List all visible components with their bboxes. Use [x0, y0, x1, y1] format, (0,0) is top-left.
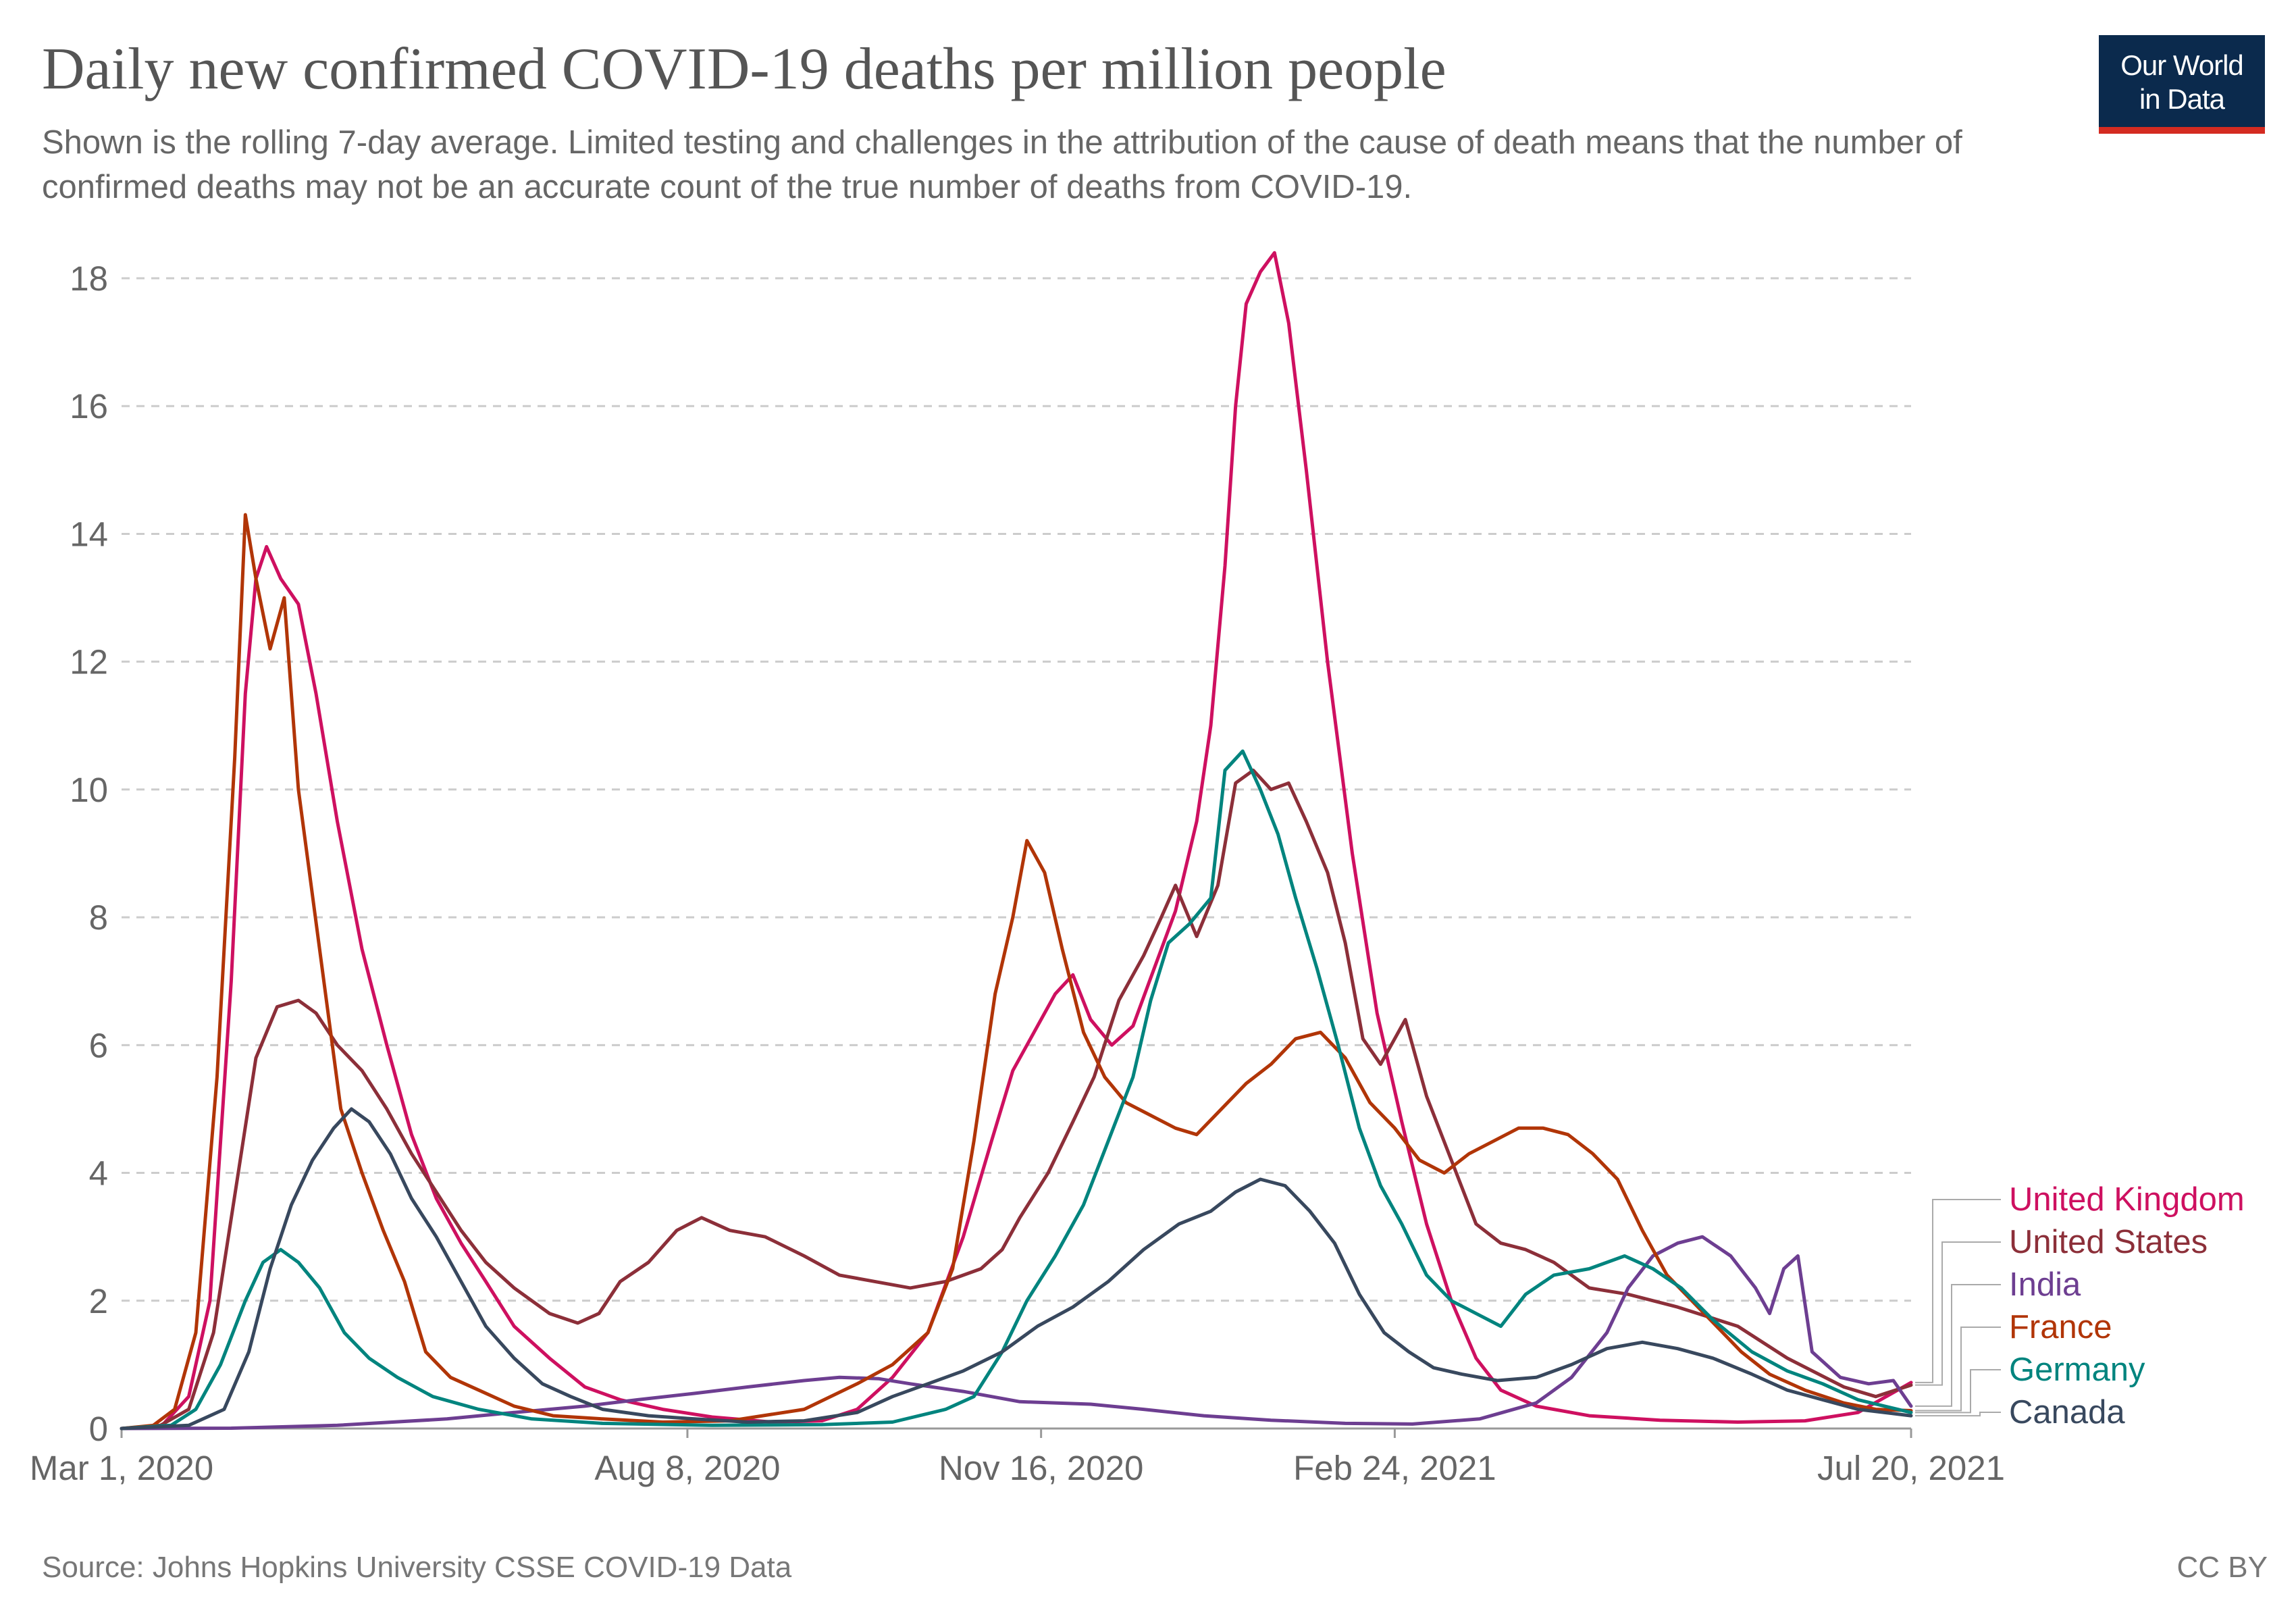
legend-label-france: France — [2009, 1309, 2112, 1345]
legend-connector — [1915, 1412, 2001, 1417]
y-tick-label: 6 — [89, 1026, 108, 1064]
x-tick-label: Jul 20, 2021 — [1817, 1449, 2005, 1487]
series-lines — [120, 251, 1913, 1431]
legend-connector — [1915, 1369, 2001, 1414]
y-tick-label: 14 — [70, 515, 108, 553]
legend-label-india: India — [2009, 1266, 2081, 1303]
legend-connector — [1915, 1241, 2001, 1386]
legend-connector — [1915, 1199, 2001, 1383]
x-tick-label: Mar 1, 2020 — [30, 1449, 213, 1487]
y-tick-label: 2 — [89, 1282, 108, 1320]
legend-label-germany: Germany — [2009, 1352, 2145, 1388]
legend-label-united-states: United States — [2009, 1224, 2208, 1260]
y-tick-label: 0 — [89, 1410, 108, 1448]
series-line-united-kingdom — [120, 251, 1913, 1431]
source-note: Source: Johns Hopkins University CSSE CO… — [42, 1551, 792, 1584]
y-tick-label: 12 — [70, 643, 108, 681]
series-line-france — [120, 513, 1913, 1431]
x-tick-label: Aug 8, 2020 — [594, 1449, 780, 1487]
legend-label-united-kingdom: United Kingdom — [2009, 1181, 2245, 1218]
legend-connector — [1915, 1327, 2001, 1412]
series-line-india — [120, 1235, 1913, 1431]
y-tick-label: 4 — [89, 1154, 108, 1193]
y-axis-ticks: 0 2 4 6 8 10 12 14 16 18 — [70, 259, 108, 1448]
legend: United Kingdom United States India France Ge… — [1915, 1181, 2245, 1431]
x-tick-label: Nov 16, 2020 — [939, 1449, 1143, 1487]
series-line-germany — [120, 749, 1913, 1431]
series-line-canada — [120, 1107, 1913, 1431]
y-tick-label: 18 — [70, 259, 108, 298]
chart-title: Daily new confirmed COVID-19 deaths per … — [42, 36, 1446, 102]
chart-subtitle: Shown is the rolling 7-day average. Limi… — [42, 124, 1962, 205]
series-line-united-states — [120, 769, 1913, 1431]
owid-logo[interactable]: Our World in Data — [2099, 35, 2265, 134]
license-link[interactable]: CC BY — [2176, 1551, 2268, 1584]
legend-connector — [1915, 1284, 2001, 1407]
x-tick-label: Feb 24, 2021 — [1293, 1449, 1496, 1487]
gridlines — [122, 277, 1911, 1430]
legend-label-canada: Canada — [2009, 1394, 2125, 1431]
logo-line-1: Our World — [2120, 49, 2244, 81]
y-tick-label: 10 — [70, 771, 108, 809]
y-tick-label: 16 — [70, 387, 108, 426]
logo-line-2: in Data — [2139, 83, 2225, 115]
y-tick-label: 8 — [89, 898, 108, 937]
x-axis-ticks: Mar 1, 2020 Aug 8, 2020 Nov 16, 2020 Feb 24… — [30, 1429, 2005, 1487]
